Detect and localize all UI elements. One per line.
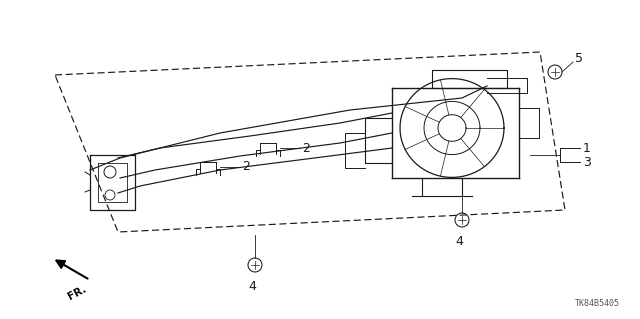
Text: 4: 4: [248, 280, 256, 293]
Text: 5: 5: [575, 51, 583, 64]
Text: FR.: FR.: [66, 284, 88, 302]
Text: TK84B5405: TK84B5405: [575, 299, 620, 308]
Text: 2: 2: [302, 142, 310, 154]
Text: 3: 3: [583, 155, 591, 168]
Text: 1: 1: [583, 142, 591, 154]
Text: 2: 2: [242, 160, 250, 174]
Text: 4: 4: [455, 235, 463, 248]
